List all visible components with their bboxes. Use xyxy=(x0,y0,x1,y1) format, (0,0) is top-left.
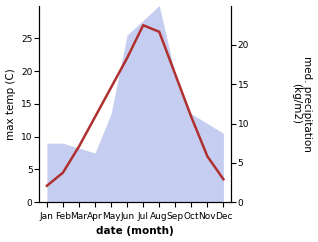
X-axis label: date (month): date (month) xyxy=(96,227,174,236)
Y-axis label: med. precipitation
(kg/m2): med. precipitation (kg/m2) xyxy=(291,56,313,152)
Y-axis label: max temp (C): max temp (C) xyxy=(5,68,16,140)
